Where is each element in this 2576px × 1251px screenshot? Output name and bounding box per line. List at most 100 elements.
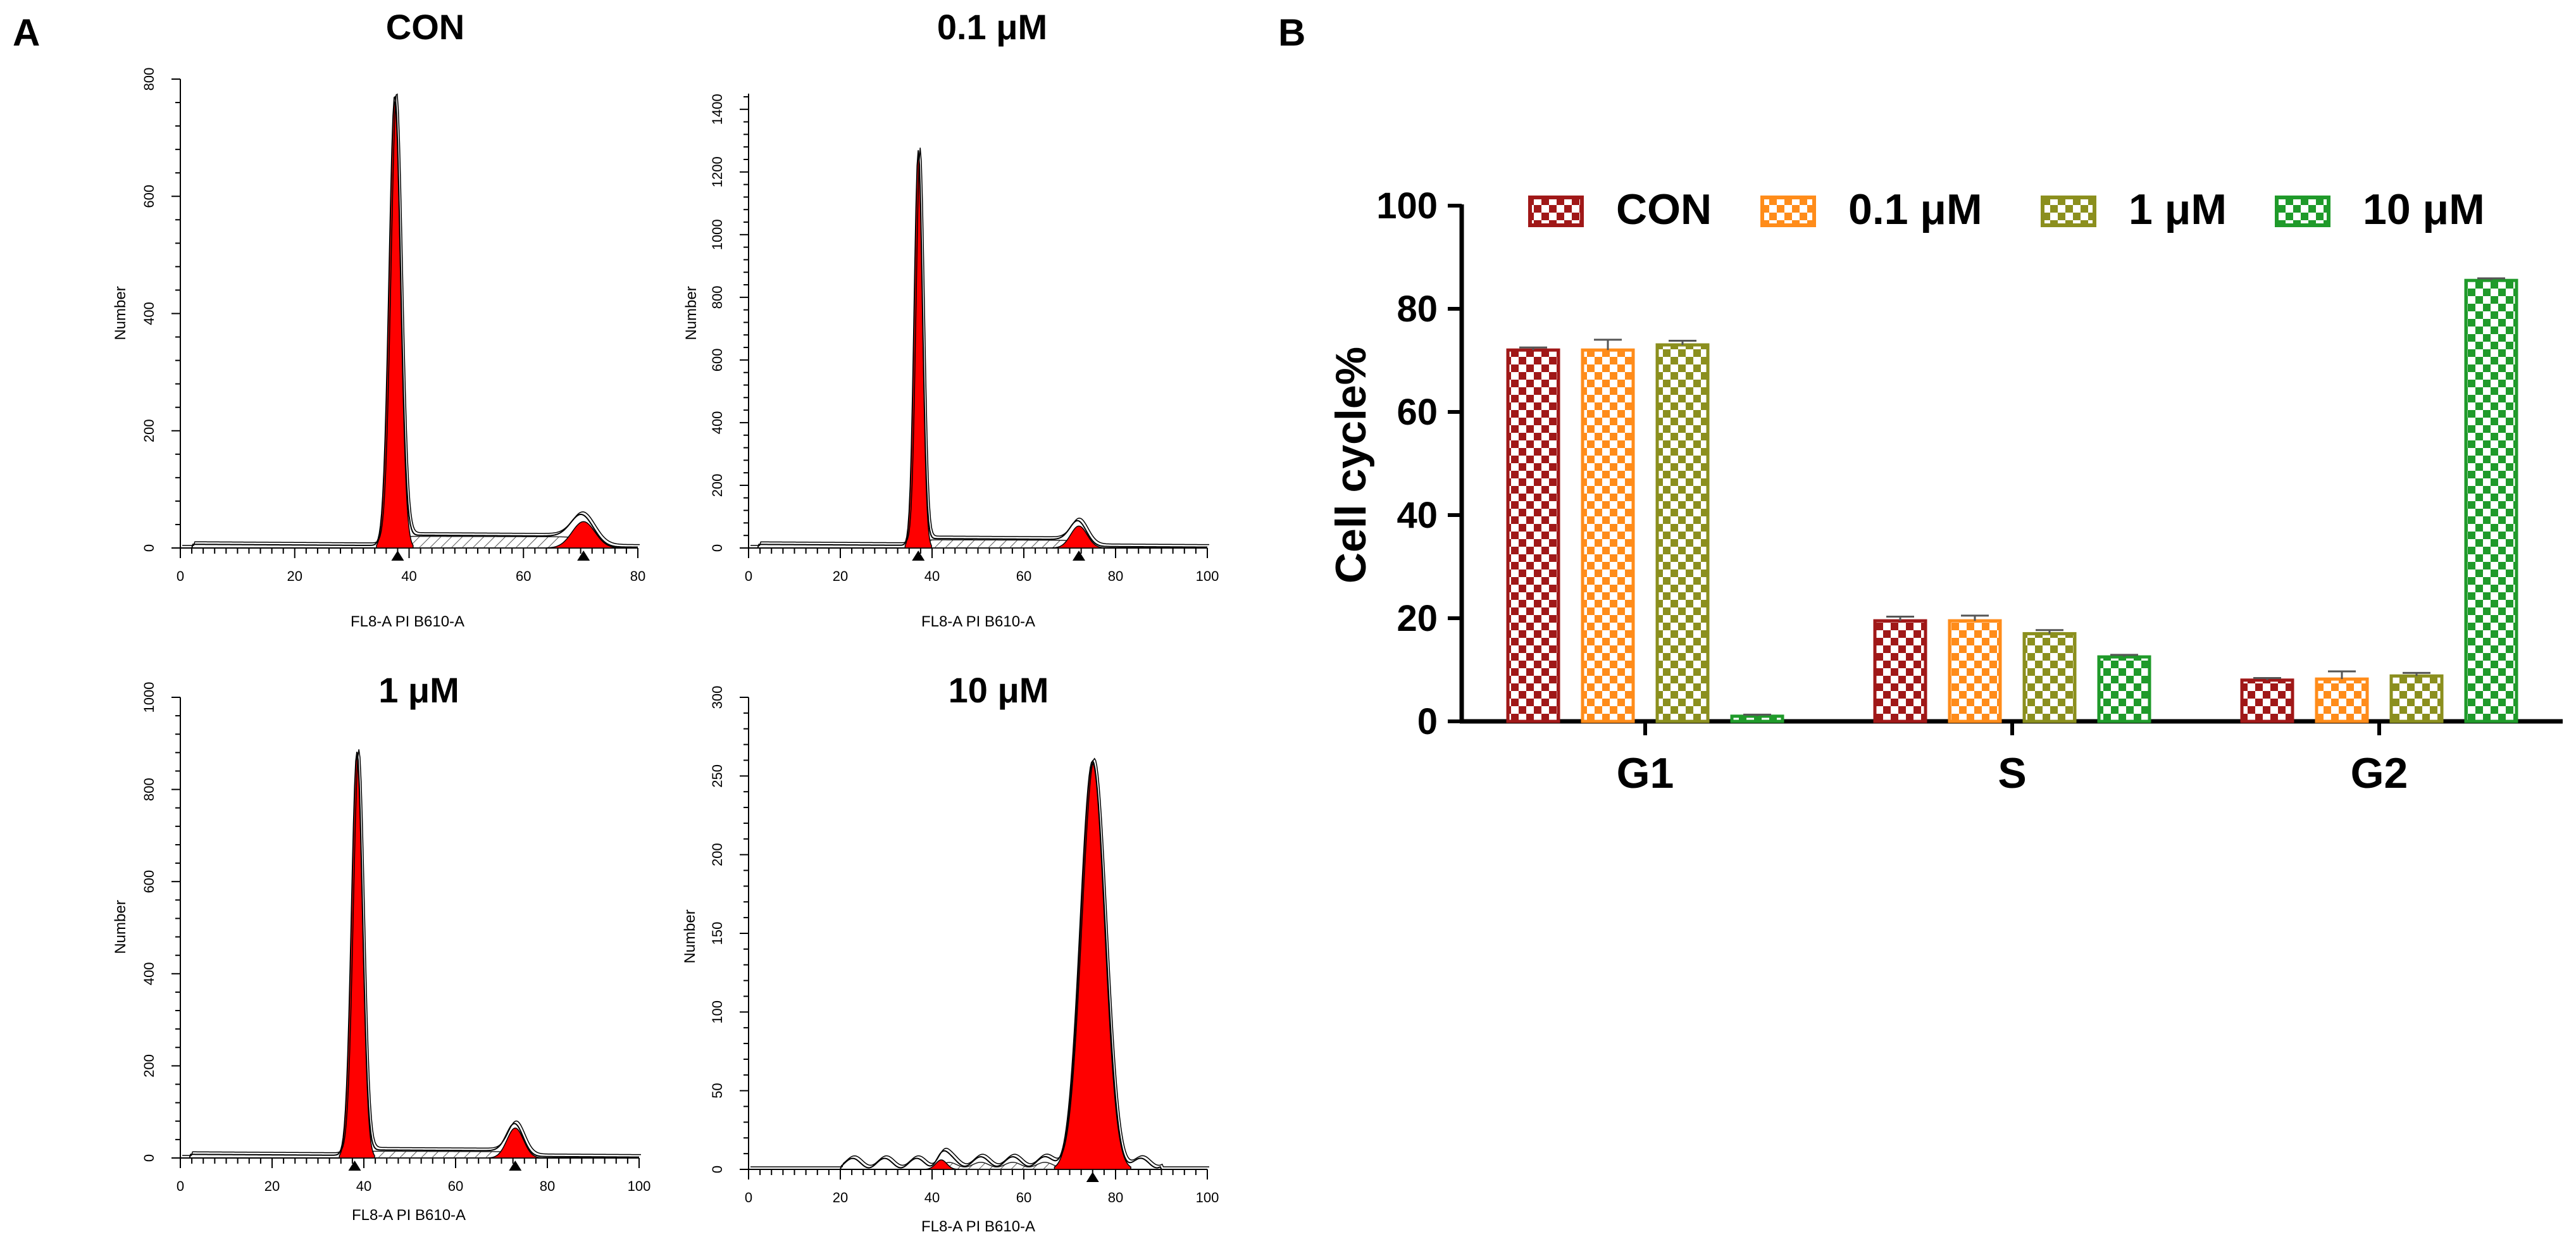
panel-label-b: B (1278, 11, 1305, 54)
histogram-fit-curve (182, 93, 640, 546)
x-axis-label: FL8-A PI B610-A (352, 1207, 466, 1224)
y-tick-label: 1200 (709, 156, 725, 187)
legend-label: 10 μM (2363, 185, 2485, 233)
y-tick-label: 200 (141, 1054, 157, 1078)
x-tick-label: G1 (1617, 749, 1674, 797)
x-tick-label: 100 (628, 1178, 651, 1194)
peak-marker (1073, 551, 1085, 561)
peak-marker (912, 551, 925, 561)
y-tick-label: 400 (141, 962, 157, 985)
y-tick-label: 100 (1376, 185, 1438, 227)
g2-peak (488, 1127, 542, 1159)
y-tick-label: 1000 (141, 682, 157, 713)
x-axis-label: FL8-A PI B610-A (921, 613, 1035, 630)
y-tick-label: 400 (141, 302, 157, 325)
histogram-outline (749, 759, 1207, 1170)
histogram-title: CON (386, 7, 464, 47)
y-tick-label: 40 (1397, 495, 1438, 536)
legend-swatch (2041, 196, 2096, 227)
y-tick-label: 200 (709, 843, 725, 866)
bar-g1-1 (1581, 348, 1635, 723)
y-tick-label: 50 (709, 1083, 725, 1098)
legend-swatch (1760, 196, 1816, 227)
y-tick-label: 0 (1417, 701, 1438, 742)
y-tick-label: 200 (709, 474, 725, 497)
y-tick-label: 60 (1397, 392, 1438, 433)
y-tick-label: 100 (709, 1000, 725, 1024)
histogram-fit-curve (182, 749, 642, 1156)
x-tick-label: 0 (745, 1190, 752, 1205)
legend-label: 1 μM (2129, 185, 2227, 233)
x-tick-label: 100 (1196, 1190, 1219, 1205)
histogram-10-um: 10 μM FL8-A PI B610-A Number 0 20 40 60 80 10… (681, 670, 1219, 1235)
x-tick-label: 20 (833, 1190, 848, 1205)
x-tick-label: 100 (1196, 568, 1219, 584)
x-tick-label: 80 (630, 568, 645, 584)
histogram-con: CON FL8-A PI B610-A Number 0 20 40 60 800200… (112, 7, 645, 630)
peak-marker (509, 1161, 522, 1171)
histogram-fit-curve (750, 757, 1209, 1167)
g2-peak (1054, 762, 1131, 1170)
x-tick-label: S (1998, 749, 2026, 797)
bar-g1-2 (1655, 343, 1710, 723)
x-tick-label: 60 (516, 568, 531, 584)
x-tick-label: 80 (540, 1178, 555, 1194)
x-tick-label: 20 (287, 568, 302, 584)
x-tick-label: 40 (356, 1178, 371, 1194)
y-axis-label: Number (112, 900, 129, 954)
bar-chart: Cell cycle% CON 0.1 μM 1 μM 10 μM 0 20 40 60 80… (1327, 185, 2563, 797)
y-tick-label: 600 (141, 185, 157, 208)
bar-g2-3 (2464, 278, 2518, 723)
histogram-title: 0.1 μM (937, 7, 1047, 47)
x-tick-label: 0 (745, 568, 752, 584)
histogram-0-1-um: 0.1 μM FL8-A PI B610-A Number 0 20 40 60 80 1… (683, 7, 1219, 630)
bar-s-2 (2022, 632, 2077, 723)
bar-s-3 (2097, 655, 2151, 723)
x-tick-label: 80 (1108, 568, 1123, 584)
legend-label: CON (1616, 185, 1712, 233)
y-tick-label: 1400 (709, 94, 725, 125)
y-axis-label: Number (112, 286, 129, 340)
peak-marker (577, 551, 590, 561)
g2-peak (1052, 525, 1106, 549)
x-tick-label: 60 (1016, 568, 1031, 584)
y-tick-label: 400 (709, 411, 725, 435)
y-tick-label: 80 (1397, 289, 1438, 330)
y-tick-label: 1000 (709, 219, 725, 250)
x-tick-label: 40 (924, 568, 940, 584)
peak-marker (348, 1161, 361, 1171)
histogram-outline (749, 150, 1208, 549)
s-phase-area (915, 539, 1093, 549)
y-tick-label: 600 (141, 870, 157, 893)
legend: CON 0.1 μM 1 μM 10 μM (1528, 185, 2485, 233)
x-axis-label: FL8-A PI B610-A (921, 1218, 1035, 1235)
x-axis-label: FL8-A PI B610-A (351, 613, 464, 630)
g1-peak (904, 154, 932, 549)
bar-g1-3 (1730, 714, 1784, 723)
panel-label-a: A (13, 11, 40, 54)
y-tick-label: 20 (1397, 598, 1438, 639)
x-tick-label: 20 (264, 1178, 280, 1194)
y-tick-label: 800 (141, 778, 157, 801)
y-axis-label: Number (681, 909, 699, 963)
y-tick-label: 0 (709, 1166, 725, 1173)
legend-label: 0.1 μM (1848, 185, 1982, 233)
y-tick-label: 150 (709, 922, 725, 945)
peak-marker (391, 551, 404, 561)
y-tick-label: 0 (141, 544, 157, 552)
x-tick-label: 60 (448, 1178, 463, 1194)
bar-s-1 (1948, 619, 2002, 723)
y-tick-label: 800 (709, 286, 725, 309)
bar-g2-1 (2315, 677, 2369, 723)
peak-marker (1086, 1172, 1099, 1182)
x-tick-label: 80 (1108, 1190, 1123, 1205)
histogram-fit-curve (750, 147, 1210, 546)
y-tick-label: 800 (141, 68, 157, 91)
y-tick-label: 600 (709, 349, 725, 372)
y-tick-label: 0 (141, 1154, 157, 1162)
legend-swatch (1528, 196, 1584, 227)
y-axis-label: Cell cycle% (1327, 347, 1375, 583)
bar-g2-2 (2389, 674, 2444, 723)
g1-peak (339, 756, 375, 1159)
